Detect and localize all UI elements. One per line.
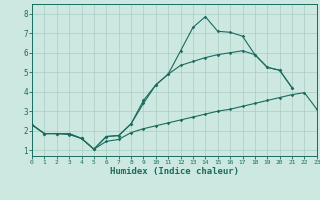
- X-axis label: Humidex (Indice chaleur): Humidex (Indice chaleur): [110, 167, 239, 176]
